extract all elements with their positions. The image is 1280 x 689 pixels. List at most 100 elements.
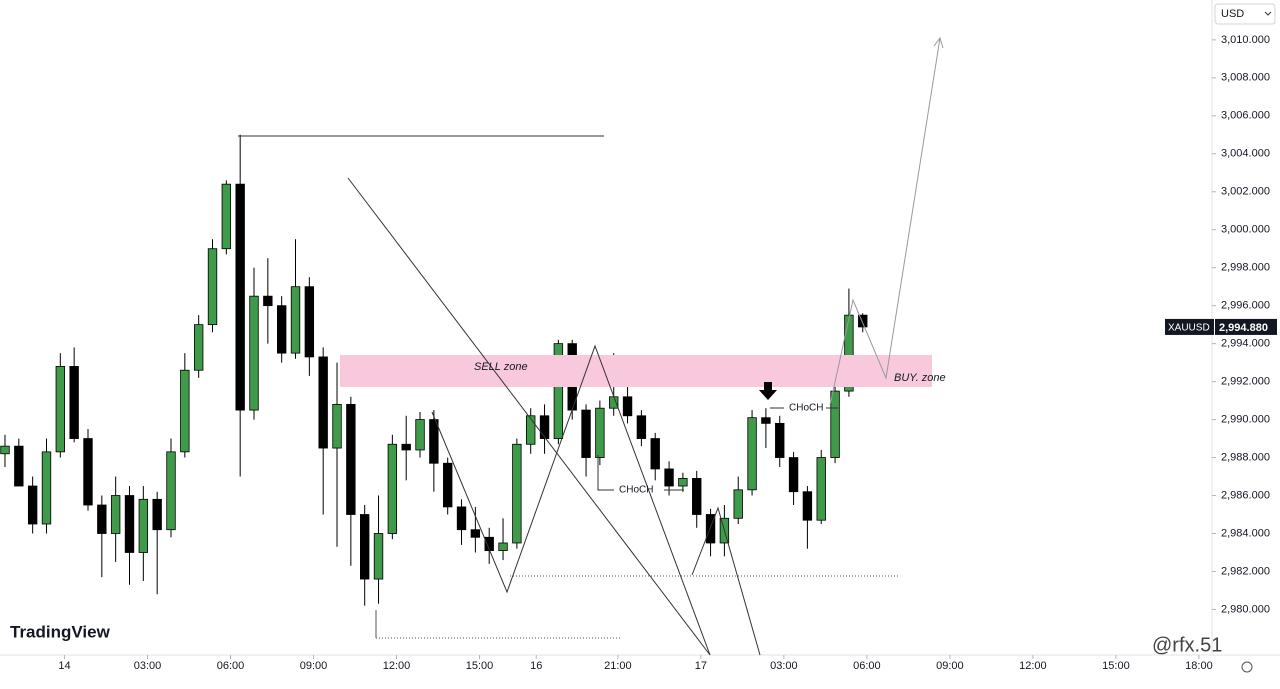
- y-tick-label: 3,000.000: [1221, 224, 1270, 236]
- x-tick-label: 15:00: [1102, 660, 1130, 672]
- candle-body: [609, 396, 619, 409]
- candle-body: [844, 314, 854, 392]
- candle-body: [332, 403, 342, 449]
- x-tick-label: 14: [58, 660, 70, 672]
- dropdown-icon: [1264, 11, 1272, 16]
- x-tick-label: 03:00: [134, 660, 162, 672]
- candle-body: [678, 478, 688, 487]
- currency-select[interactable]: [1214, 3, 1276, 25]
- candle-body: [650, 438, 660, 470]
- candle-body: [415, 419, 425, 451]
- candle-body: [498, 542, 508, 551]
- candle-body: [276, 305, 287, 354]
- x-tick-label: 03:00: [770, 660, 798, 672]
- candle-body: [553, 343, 564, 439]
- y-tick-label: 2,996.000: [1221, 300, 1270, 312]
- candle-body: [152, 498, 162, 531]
- candle-body: [526, 415, 536, 445]
- candle-body: [581, 409, 591, 458]
- y-tick-label: 2,984.000: [1221, 527, 1270, 539]
- currency-label: USD: [1221, 8, 1244, 20]
- candle-body: [180, 369, 190, 453]
- y-tick-label: 2,988.000: [1221, 451, 1270, 463]
- y-tick-label: 3,010.000: [1221, 34, 1270, 46]
- choch-label: CHoCH: [789, 403, 823, 414]
- candle-body: [622, 396, 633, 417]
- sell-zone-label: SELL zone: [474, 361, 528, 373]
- price-tag: [1215, 318, 1277, 335]
- candle-body: [429, 419, 439, 464]
- candle-body: [166, 451, 176, 531]
- x-tick-label: 15:00: [466, 660, 494, 672]
- zigzag: [431, 344, 711, 656]
- candle-body: [747, 417, 757, 491]
- watermark: @rfx.51: [1152, 634, 1222, 656]
- projection: [829, 37, 941, 406]
- candle-body: [359, 514, 370, 580]
- settings-icon[interactable]: [1241, 661, 1253, 673]
- choch-label: CHoCH: [619, 485, 653, 496]
- candle-body: [443, 462, 453, 508]
- candle-body: [193, 324, 204, 371]
- trend-line: [347, 177, 711, 656]
- annotations: SELL zone BUY. zone CHoCH CHoCH: [238, 36, 946, 656]
- logo: TradingView: [10, 622, 111, 641]
- zigzag: [691, 506, 761, 656]
- candle-body: [249, 295, 259, 411]
- x-tick-label: 06:00: [217, 660, 245, 672]
- x-tick-label: 18:00: [1185, 660, 1213, 672]
- y-tick-label: 2,980.000: [1221, 603, 1270, 615]
- candle-body: [761, 417, 771, 424]
- candle-body: [83, 438, 93, 506]
- symbol-tag: [1165, 318, 1214, 335]
- candle-body: [858, 314, 868, 328]
- candle-body: [512, 443, 522, 544]
- y-tick-label: 2,986.000: [1221, 489, 1270, 501]
- candle-body: [263, 295, 273, 307]
- price-label: 2,994.880: [1219, 322, 1268, 334]
- y-tick-label: 2,994.000: [1221, 338, 1270, 350]
- candle-body: [235, 183, 245, 411]
- x-tick-label: 12:00: [1019, 660, 1047, 672]
- candle-body: [387, 443, 398, 534]
- candle-body: [802, 491, 813, 521]
- x-tick-label: 21:00: [604, 660, 632, 672]
- candle-body: [373, 533, 384, 580]
- candle-body: [830, 390, 840, 458]
- candle-body: [14, 445, 24, 487]
- y-tick-label: 3,008.000: [1221, 72, 1270, 84]
- candle-body: [124, 495, 135, 553]
- candle-body: [69, 366, 79, 439]
- candle-body: [290, 286, 301, 354]
- x-tick-label: 09:00: [300, 660, 328, 672]
- candle-body: [138, 498, 149, 553]
- candle-body: [346, 403, 356, 515]
- candle-body: [97, 504, 107, 534]
- y-tick-label: 2,990.000: [1221, 413, 1270, 425]
- candle-body: [55, 366, 66, 453]
- candle-body: [207, 248, 218, 326]
- candle-body: [110, 495, 121, 534]
- candle-body: [318, 356, 328, 449]
- candle-body: [816, 457, 826, 521]
- candle-body: [788, 457, 799, 493]
- candle-body: [41, 451, 52, 525]
- candle-body: [595, 407, 605, 458]
- candle-body: [664, 468, 674, 487]
- candle-body: [775, 422, 785, 458]
- arrow-down: [759, 382, 777, 400]
- candle-body: [692, 478, 702, 515]
- candle-body: [401, 443, 411, 451]
- candle-body: [221, 183, 232, 250]
- symbol-label: XAUUSD: [1168, 323, 1210, 334]
- candle-body: [470, 529, 481, 538]
- y-tick-label: 3,004.000: [1221, 148, 1270, 160]
- y-tick-label: 3,006.000: [1221, 110, 1270, 122]
- x-tick-label: 16: [530, 660, 542, 672]
- candle-body: [27, 485, 38, 525]
- x-tick-label: 17: [695, 660, 707, 672]
- arrow-head: [933, 36, 944, 49]
- x-tick-label: 12:00: [383, 660, 411, 672]
- candle-body: [636, 415, 647, 439]
